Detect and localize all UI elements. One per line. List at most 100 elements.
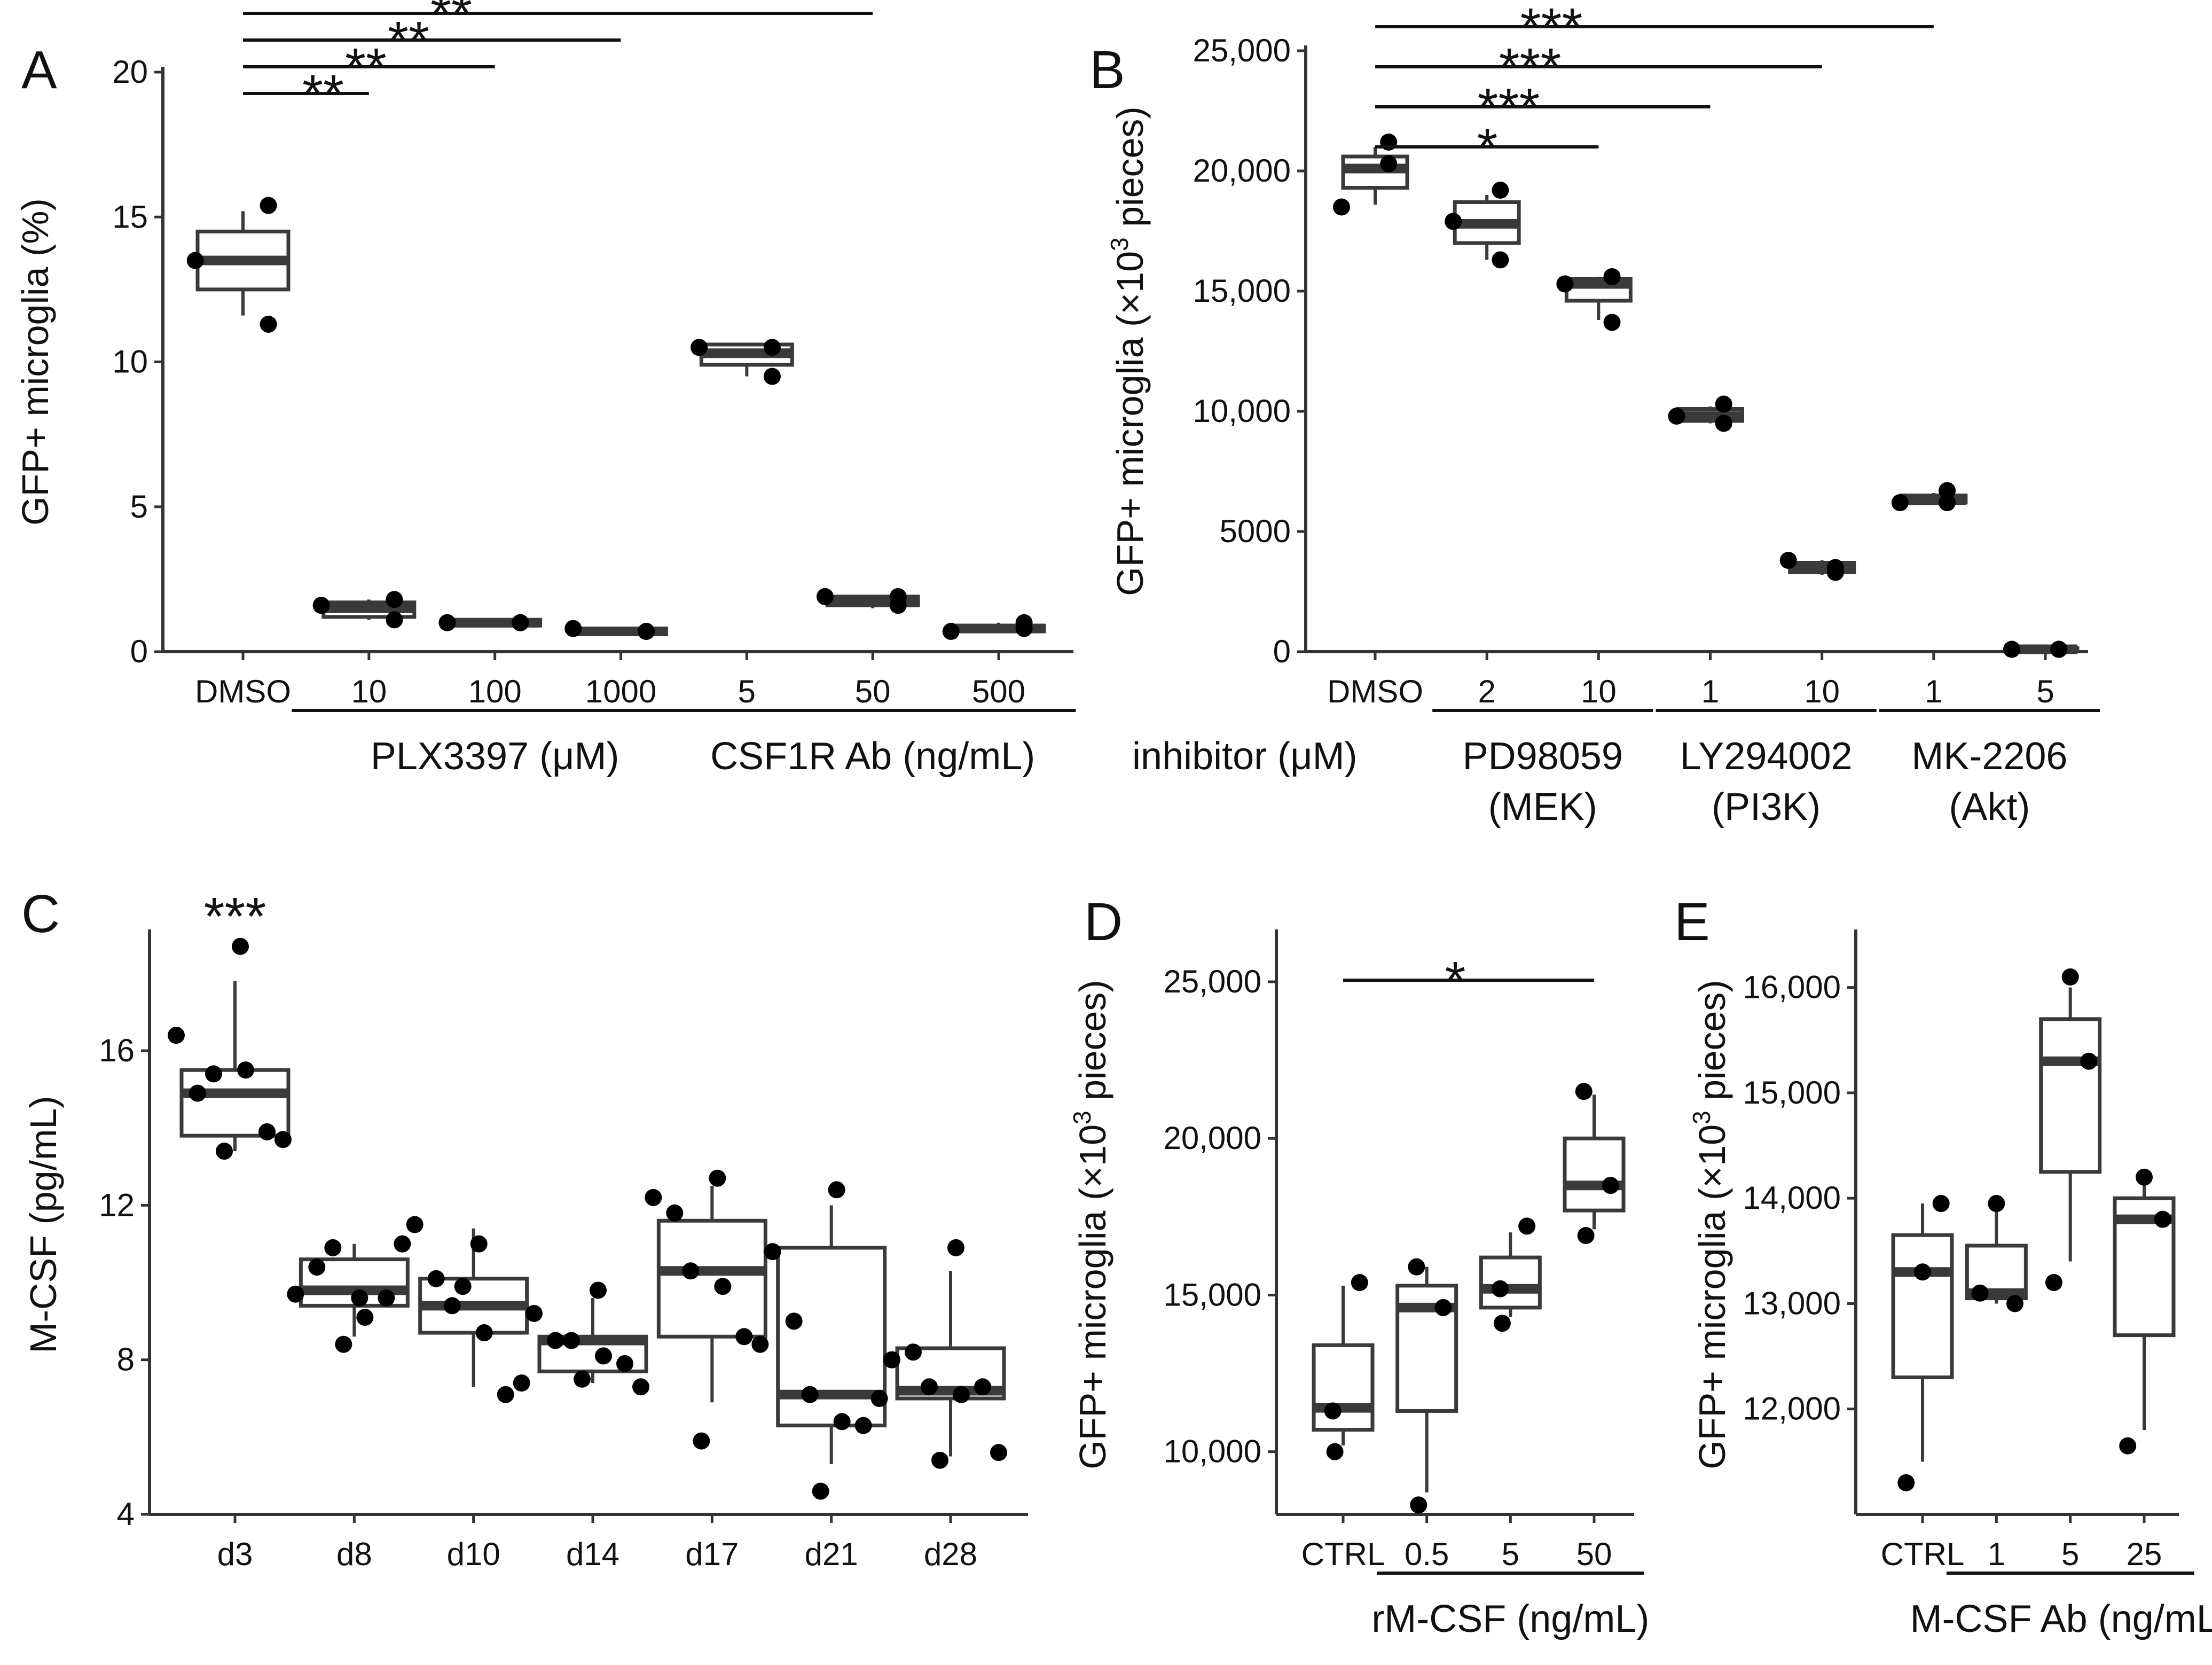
y-tick-label-d: 20,000 — [1163, 1120, 1261, 1156]
box-e — [1891, 1233, 1954, 1380]
x-tick-label-b: 10 — [1581, 674, 1617, 709]
y-tick-label-e: 12,000 — [1743, 1391, 1841, 1427]
data-point-b — [1380, 155, 1398, 173]
y-title-part: GFP+ microglia (×10 — [1109, 251, 1151, 596]
data-point-c — [990, 1444, 1007, 1461]
data-point-c — [394, 1235, 411, 1253]
data-point-b — [1891, 494, 1909, 511]
data-point-c — [666, 1204, 684, 1222]
data-point-c — [883, 1351, 900, 1369]
data-point-d — [1577, 1227, 1595, 1245]
data-point-b — [2003, 640, 2020, 658]
data-point-c — [714, 1278, 732, 1295]
data-point-c — [947, 1239, 964, 1256]
data-point-c — [258, 1123, 276, 1140]
data-point-c — [833, 1413, 851, 1431]
data-point-b — [1603, 314, 1621, 331]
significance-label-b: *** — [1542, 0, 1604, 17]
y-tick-label-c: 4 — [117, 1496, 135, 1532]
y-tick-label-b: 15,000 — [1193, 273, 1291, 309]
prefix-label-b: inhibitor (μM) — [1132, 735, 1358, 778]
data-point-c — [785, 1312, 803, 1330]
significance-label-c: *** — [204, 887, 266, 947]
y-axis-title-e: GFP+ microglia (×103 pieces) — [1688, 980, 1733, 1469]
y-title-part: GFP+ microglia (×10 — [1691, 1124, 1733, 1469]
box-c — [656, 1218, 767, 1339]
data-point-c — [574, 1370, 591, 1388]
data-point-a — [763, 368, 781, 385]
x-tick-label-c: d8 — [336, 1536, 372, 1572]
data-point-b — [1779, 552, 1797, 569]
data-point-e — [1988, 1195, 2005, 1213]
y-tick-label-e: 16,000 — [1743, 970, 1841, 1005]
data-point-d — [1575, 1083, 1593, 1100]
data-point-c — [168, 1027, 185, 1044]
y-tick-label-a: 15 — [112, 199, 148, 234]
y-tick-label-b: 25,000 — [1193, 33, 1291, 68]
chart-a: 0 5 10 15 20 GFP+ microglia (%) DMSO 10 100 1000 5… — [14, 0, 1076, 778]
x-tick-label-e: 25 — [2127, 1536, 2162, 1572]
x-tick-label-c: d14 — [566, 1536, 619, 1572]
panel-label-e: E — [1674, 892, 1710, 952]
data-point-a — [816, 588, 834, 605]
data-point-e — [2154, 1210, 2171, 1228]
data-point-b — [2050, 640, 2068, 658]
y-tick-label-d: 25,000 — [1163, 964, 1261, 999]
chart-d: 10,000 15,000 20,000 25,000 GFP+ microglia (… — [1068, 929, 1649, 1640]
x-tick-label-d: CTRL — [1301, 1536, 1385, 1572]
data-point-e — [2006, 1295, 2023, 1312]
data-point-d — [1351, 1274, 1368, 1291]
x-tick-label-d: 0.5 — [1405, 1536, 1449, 1572]
data-point-c — [443, 1297, 461, 1315]
data-point-c — [497, 1386, 514, 1403]
data-point-a — [438, 614, 456, 631]
significance-label-b: * — [1477, 118, 1498, 177]
data-point-c — [709, 1169, 726, 1187]
group-label-a: CSF1R Ab (ng/mL) — [710, 735, 1035, 778]
data-point-c — [563, 1332, 580, 1349]
data-point-c — [921, 1378, 938, 1396]
chart-b: 0 5000 10,000 15,000 20,000 25,000 GFP+ microg… — [1105, 0, 2100, 828]
y-tick-label-b: 10,000 — [1193, 393, 1291, 429]
data-point-b — [1939, 482, 1956, 499]
x-tick-label-c: d21 — [805, 1536, 858, 1572]
data-point-b — [1492, 182, 1509, 199]
chart-c: 4 8 12 16 M-CSF (pg/mL) d3 d8 d10 d14 d17 d21 d28 **… — [22, 887, 1028, 1572]
significance-label-b: *** — [1520, 0, 1583, 57]
data-point-b — [1668, 408, 1685, 425]
x-tick-label-e: 5 — [2061, 1536, 2079, 1572]
group-label-b: LY294002 — [1680, 735, 1853, 778]
data-point-b — [1556, 275, 1574, 293]
y-tick-label-e: 13,000 — [1743, 1285, 1841, 1321]
data-point-c — [427, 1270, 445, 1287]
data-point-c — [764, 1243, 781, 1261]
significance-label-a: ** — [302, 64, 344, 124]
data-point-a — [386, 611, 403, 629]
data-point-a — [386, 591, 403, 608]
data-point-b — [1603, 268, 1621, 285]
significance-label-a: ** — [388, 11, 429, 71]
data-point-c — [595, 1347, 612, 1365]
x-tick-label-b: 1 — [1701, 674, 1719, 709]
data-point-d — [1518, 1217, 1536, 1235]
data-point-a — [260, 197, 277, 214]
x-tick-label-a: 500 — [972, 674, 1025, 709]
data-point-b — [1445, 213, 1462, 230]
data-point-c — [693, 1432, 710, 1450]
data-point-c — [470, 1235, 488, 1253]
panel-label-b: B — [1089, 40, 1125, 100]
y-tick-label-a: 20 — [112, 54, 148, 90]
y-tick-label-b: 20,000 — [1193, 153, 1291, 189]
data-point-e — [1897, 1474, 1915, 1491]
x-tick-label-b: 2 — [1478, 674, 1495, 709]
data-point-c — [682, 1262, 700, 1280]
data-point-c — [751, 1335, 769, 1353]
significance-label-a: ** — [430, 0, 472, 44]
data-point-c — [812, 1482, 829, 1500]
y-tick-label-d: 15,000 — [1163, 1277, 1261, 1312]
data-point-c — [232, 937, 249, 955]
data-point-c — [590, 1281, 607, 1299]
data-point-a — [260, 315, 277, 333]
data-point-c — [216, 1143, 233, 1160]
